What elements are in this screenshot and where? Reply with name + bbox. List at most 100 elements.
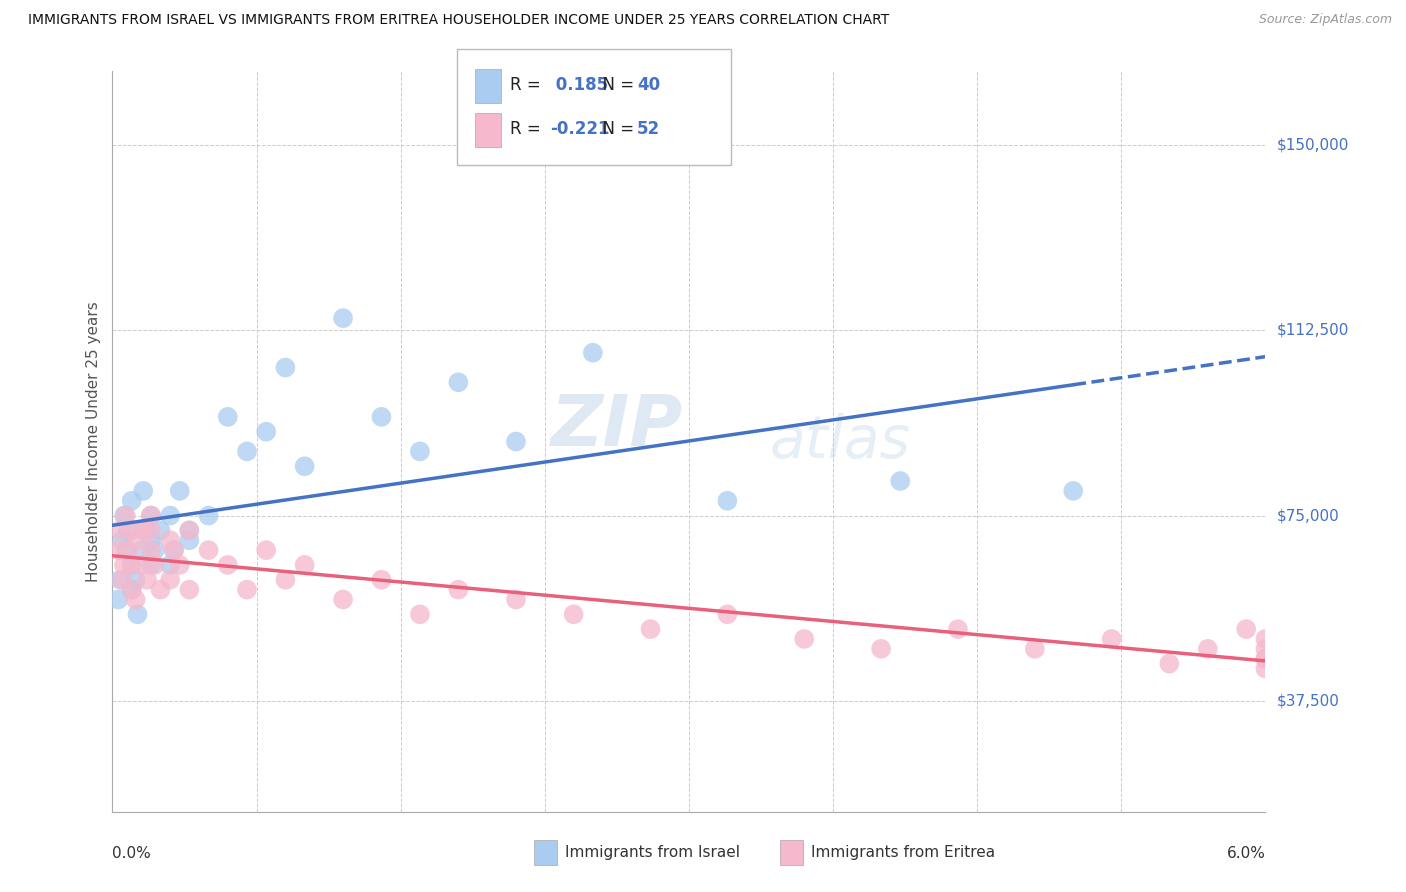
Point [132,483,155,498]
Text: 0.0%: 0.0% [112,847,152,862]
Point [254,543,277,558]
Point [1062,483,1084,498]
Text: $37,500: $37,500 [1277,693,1340,708]
Text: atlas: atlas [769,413,911,470]
Point [793,632,815,646]
Text: 0.185: 0.185 [550,76,607,94]
Point [294,459,316,474]
Point [236,582,259,597]
Point [1024,641,1046,656]
Point [1254,641,1277,656]
Text: 40: 40 [637,76,659,94]
Point [274,573,297,587]
Point [505,592,527,607]
Point [134,524,156,538]
Point [1101,632,1123,646]
Point [159,558,181,572]
Text: N =: N = [592,76,640,94]
Point [179,524,201,538]
Point [946,622,969,636]
Point [294,558,316,572]
Point [179,524,201,538]
Point [121,524,143,538]
Text: Immigrants from Israel: Immigrants from Israel [565,846,740,860]
Point [127,533,149,548]
Point [159,573,181,587]
Point [163,543,186,558]
Point [107,592,129,607]
Point [124,573,146,587]
Point [121,582,143,597]
Point [115,543,138,558]
Text: R =: R = [510,120,547,138]
Point [447,582,470,597]
Text: $150,000: $150,000 [1277,138,1348,153]
Point [1197,641,1219,656]
Point [562,607,585,622]
Point [332,592,354,607]
Point [108,524,131,538]
Point [159,533,181,548]
Text: $112,500: $112,500 [1277,323,1348,338]
Point [117,524,139,538]
Point [132,524,155,538]
Point [332,311,354,326]
Point [179,582,201,597]
Text: $75,000: $75,000 [1277,508,1340,523]
Point [447,376,470,390]
Point [136,573,159,587]
Point [870,641,893,656]
Text: R =: R = [510,76,547,94]
Point [117,543,139,558]
Point [139,543,162,558]
Text: N =: N = [592,120,640,138]
Point [124,592,146,607]
Point [370,409,392,424]
Point [139,533,162,548]
Point [112,508,135,523]
Text: -0.221: -0.221 [550,120,609,138]
Point [159,508,181,523]
Text: IMMIGRANTS FROM ISRAEL VS IMMIGRANTS FROM ERITREA HOUSEHOLDER INCOME UNDER 25 YE: IMMIGRANTS FROM ISRAEL VS IMMIGRANTS FRO… [28,13,890,28]
Y-axis label: Householder Income Under 25 years: Householder Income Under 25 years [86,301,101,582]
Point [716,607,738,622]
Point [121,493,143,508]
Point [143,558,166,572]
Point [112,558,135,572]
Point [139,508,162,523]
Point [107,543,129,558]
Point [1254,651,1277,665]
Point [139,508,162,523]
Point [121,558,143,572]
Point [889,474,911,488]
Point [370,573,392,587]
Point [274,360,297,375]
Point [409,607,432,622]
Point [169,558,191,572]
Point [640,622,662,636]
Point [163,543,186,558]
Point [129,543,153,558]
Point [111,573,134,587]
Point [1254,651,1277,665]
Point [1234,622,1257,636]
Text: 52: 52 [637,120,659,138]
Point [582,345,605,359]
Point [169,483,191,498]
Point [197,543,219,558]
Point [505,434,527,449]
Point [149,524,172,538]
Text: Immigrants from Eritrea: Immigrants from Eritrea [811,846,995,860]
Point [217,409,239,424]
Point [1254,662,1277,676]
Point [197,508,219,523]
Point [129,558,153,572]
Point [139,524,162,538]
Point [149,582,172,597]
Point [108,573,131,587]
Point [409,444,432,458]
Text: 6.0%: 6.0% [1226,847,1265,862]
Point [121,582,143,597]
Point [236,444,259,458]
Text: Source: ZipAtlas.com: Source: ZipAtlas.com [1258,13,1392,27]
